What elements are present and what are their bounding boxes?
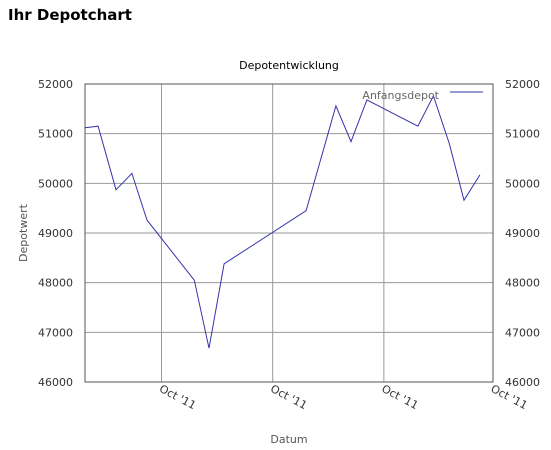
y-axis-right: 46000 47000 48000 49000 50000 51000 52000 [505,78,540,389]
y-axis-title: Depotwert [17,203,30,262]
x-tick-label: Oct '11 [379,382,420,412]
legend: Anfangsdepot [362,89,483,102]
grid [85,83,493,383]
x-tick-label: Oct '11 [157,382,198,412]
x-tick-label: Oct '11 [268,382,309,412]
y-tick-label-left: 51000 [38,128,73,141]
series-layer [84,94,481,349]
legend-label: Anfangsdepot [362,89,439,102]
y-tick-label-right: 50000 [505,177,540,190]
x-axis: Oct '11 Oct '11 Oct '11 Oct '11 [157,382,530,412]
y-tick-label-left: 48000 [38,277,73,290]
y-tick-label-right: 47000 [505,326,540,339]
y-tick-label-left: 47000 [38,326,73,339]
y-tick-label-left: 52000 [38,78,73,91]
y-tick-label-right: 48000 [505,277,540,290]
y-tick-label-right: 52000 [505,78,540,91]
y-tick-label-left: 46000 [38,376,73,389]
y-tick-label-left: 50000 [38,177,73,190]
y-tick-label-right: 49000 [505,227,540,240]
y-tick-label-right: 46000 [505,376,540,389]
y-tick-label-right: 51000 [505,128,540,141]
y-axis-left: 46000 47000 48000 49000 50000 51000 52000 [38,78,73,389]
x-axis-title: Datum [270,433,307,446]
series-line-0 [84,94,481,349]
chart-title: Depotentwicklung [239,59,339,72]
page-title: Ihr Depotchart [8,6,132,24]
y-tick-label-left: 49000 [38,227,73,240]
plot-frame [84,83,494,383]
